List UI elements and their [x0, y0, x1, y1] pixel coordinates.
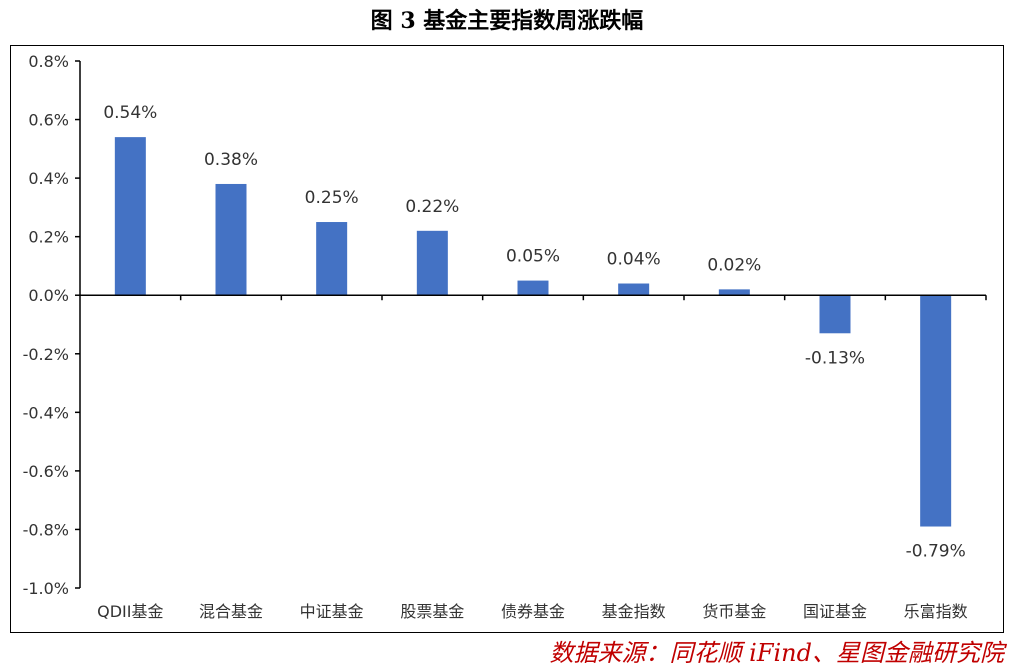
- data-label: 0.54%: [103, 103, 157, 123]
- bar: [517, 280, 549, 296]
- category-label: 货币基金: [702, 602, 766, 621]
- data-label: 0.22%: [405, 197, 459, 217]
- category-label: 债券基金: [501, 602, 565, 621]
- bar: [920, 295, 952, 527]
- source-note: 数据来源：同花顺 iFind、星图金融研究院: [549, 639, 1004, 667]
- bars: [114, 137, 952, 527]
- chart-title: 图 3 基金主要指数周涨跌幅: [370, 8, 644, 34]
- y-tick-label: -0.4%: [23, 403, 69, 422]
- value-labels: 0.54% 0.38% 0.25% 0.22% 0.05% 0.04% 0.02% -0.13…: [103, 103, 965, 561]
- chart-frame: [10, 45, 1004, 633]
- y-tick-label: 0.8%: [28, 52, 69, 71]
- bar: [416, 230, 448, 296]
- data-label: 0.05%: [506, 247, 560, 267]
- data-label: 0.02%: [707, 255, 761, 275]
- category-labels: QDII基金 混合基金 中证基金 股票基金 债券基金 基金指数 货币基金 国证基金 乐富指数: [97, 602, 968, 621]
- y-axis-ticks: 0.8% 0.6% 0.4% 0.2% 0.0% -0.2% -0.4% -0.6% -0.8%…: [23, 52, 987, 598]
- y-tick-label: 0.2%: [28, 228, 69, 247]
- y-tick-label: 0.6%: [28, 111, 69, 130]
- y-tick-label: -0.6%: [23, 462, 69, 481]
- bar: [718, 289, 750, 296]
- category-label: QDII基金: [97, 602, 163, 621]
- y-tick-label: -0.8%: [23, 520, 69, 539]
- bar: [819, 295, 851, 334]
- bar: [215, 183, 247, 296]
- category-label: 国证基金: [803, 602, 867, 621]
- bar: [618, 283, 650, 296]
- data-label: 0.04%: [607, 250, 661, 270]
- data-label: 0.38%: [204, 150, 258, 170]
- y-tick-label: -0.2%: [23, 345, 69, 364]
- data-label: 0.25%: [305, 188, 359, 208]
- data-label: -0.79%: [906, 542, 966, 562]
- data-label: -0.13%: [805, 348, 865, 368]
- category-label: 乐富指数: [904, 602, 968, 621]
- bar: [316, 222, 348, 296]
- y-tick-label: 0.4%: [28, 169, 69, 188]
- category-label: 中证基金: [300, 602, 364, 621]
- category-label: 基金指数: [602, 602, 666, 621]
- category-label: 股票基金: [400, 602, 464, 621]
- category-label: 混合基金: [199, 602, 263, 621]
- y-tick-label: -1.0%: [23, 579, 69, 598]
- y-tick-label: 0.0%: [28, 286, 69, 305]
- bar: [114, 137, 146, 296]
